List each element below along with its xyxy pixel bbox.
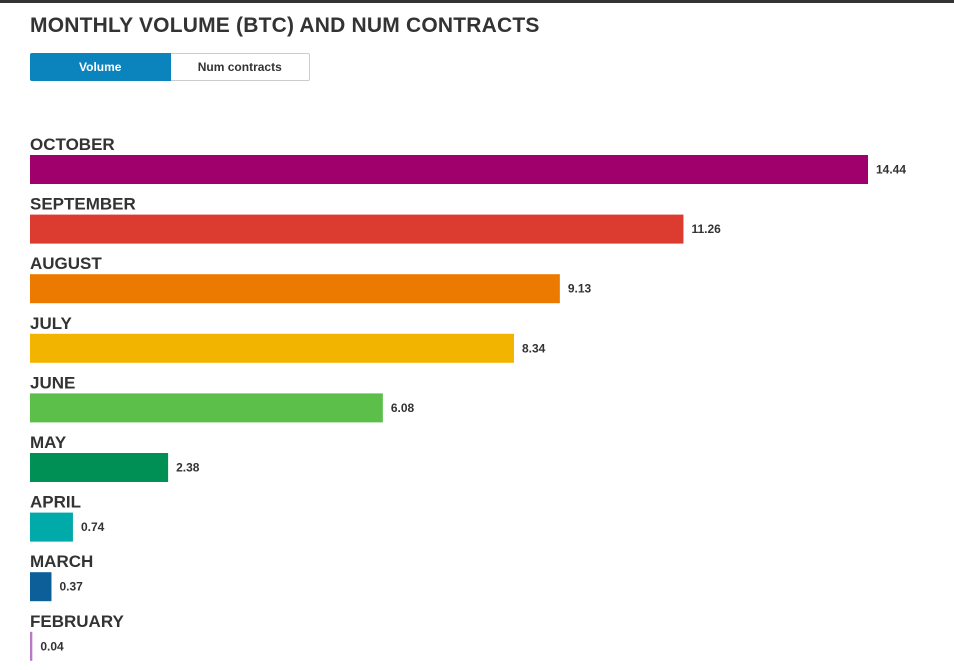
value-label-september: 11.26 — [691, 222, 721, 236]
bar-august[interactable] — [30, 274, 560, 304]
value-label-july: 8.34 — [522, 341, 546, 355]
bar-october[interactable] — [30, 155, 868, 184]
chart-title: MONTHLY VOLUME (BTC) AND NUM CONTRACTS — [30, 14, 540, 37]
value-label-august: 9.13 — [568, 282, 592, 296]
bar-july[interactable] — [30, 333, 514, 363]
bar-february[interactable] — [30, 631, 33, 661]
value-label-may: 2.38 — [176, 461, 200, 475]
bar-march[interactable] — [30, 572, 52, 602]
category-label-june: JUNE — [30, 373, 75, 392]
metric-toggle: Volume Num contracts — [30, 53, 310, 81]
category-label-august: AUGUST — [30, 254, 102, 273]
value-label-march: 0.37 — [59, 580, 83, 594]
category-label-july: JULY — [30, 314, 73, 333]
value-label-june: 6.08 — [391, 401, 415, 415]
volume-toggle-button[interactable]: Volume — [30, 53, 171, 81]
bar-september[interactable] — [30, 214, 684, 244]
category-label-september: SEPTEMBER — [30, 195, 136, 214]
category-label-october: OCTOBER — [30, 135, 115, 154]
category-label-march: MARCH — [30, 552, 93, 571]
value-label-february: 0.04 — [40, 639, 64, 653]
bar-april[interactable] — [30, 512, 73, 542]
bar-june[interactable] — [30, 393, 383, 423]
value-label-april: 0.74 — [81, 520, 105, 534]
bar-may[interactable] — [30, 453, 169, 482]
num-contracts-toggle-button[interactable]: Num contracts — [170, 53, 310, 81]
value-label-october: 14.44 — [876, 163, 906, 177]
category-label-may: MAY — [30, 433, 67, 452]
top-rule — [0, 0, 954, 3]
category-label-february: FEBRUARY — [30, 612, 124, 631]
category-label-april: APRIL — [30, 493, 81, 512]
